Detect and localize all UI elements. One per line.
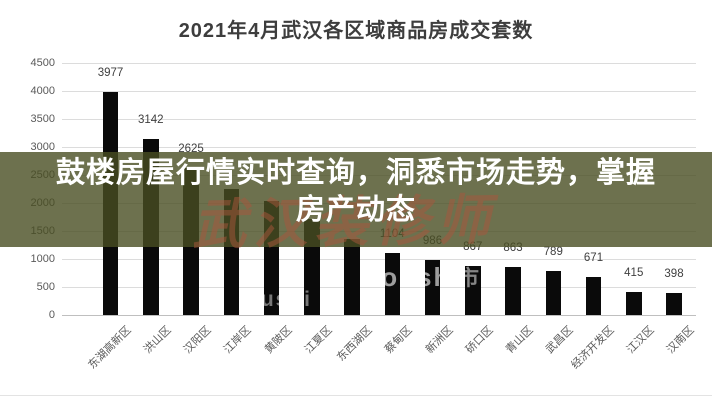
y-axis-tick-label: 3500 [30, 113, 55, 125]
x-axis-category-label: 江夏区 [302, 324, 335, 356]
gridline [62, 119, 696, 120]
bar [465, 266, 481, 315]
site-watermark: oushi [246, 288, 312, 311]
x-axis-category-label: 硚口区 [463, 324, 496, 356]
bottom-divider [0, 395, 712, 396]
bar [505, 266, 521, 315]
y-axis-tick-label: 1000 [30, 253, 55, 265]
bar [666, 292, 682, 315]
site-watermark: 市 [458, 267, 479, 290]
gridline [62, 287, 696, 288]
y-axis-tick-label: 500 [36, 281, 55, 293]
gridline [62, 91, 696, 92]
bar [626, 291, 642, 315]
gridline [62, 259, 696, 260]
bar [545, 270, 561, 315]
bar-value-label: 415 [624, 266, 644, 279]
bar-value-label: 3142 [137, 114, 164, 127]
gridline [62, 63, 696, 64]
y-axis-tick-label: 0 [48, 309, 55, 321]
y-axis-tick-label: 3000 [30, 141, 55, 153]
bar-value-label: 671 [583, 252, 604, 265]
x-axis-category-label: 江汉区 [624, 324, 657, 356]
bar [424, 259, 441, 315]
bar-value-label: 3977 [97, 67, 124, 80]
bar [384, 253, 400, 315]
x-axis-category-label: 汉南区 [664, 324, 697, 356]
promo-banner [0, 152, 712, 247]
x-axis-line [62, 315, 696, 316]
x-axis-category-label: 洪山区 [141, 324, 174, 356]
gridline [62, 147, 696, 148]
bar [344, 238, 360, 315]
bar-value-label: 789 [543, 245, 563, 258]
bar [585, 277, 602, 315]
promo-banner-line2: 房产动态 [295, 194, 416, 226]
chart-title: 2021年4月武汉各区域商品房成交套数 [178, 20, 534, 42]
y-axis-tick-label: 4500 [30, 57, 55, 69]
bar-value-label: 398 [664, 267, 684, 280]
y-axis-tick-label: 4000 [30, 85, 55, 97]
x-axis-category-label: 东湖高新区 [85, 324, 134, 372]
site-watermark: loushi [372, 262, 461, 292]
promo-banner-text: 鼓楼房屋行情实时查询，洞悉市场走势，掌握 房产动态 [0, 155, 712, 229]
promo-banner-line1: 鼓楼房屋行情实时查询，洞悉市场走势，掌握 [55, 157, 656, 189]
